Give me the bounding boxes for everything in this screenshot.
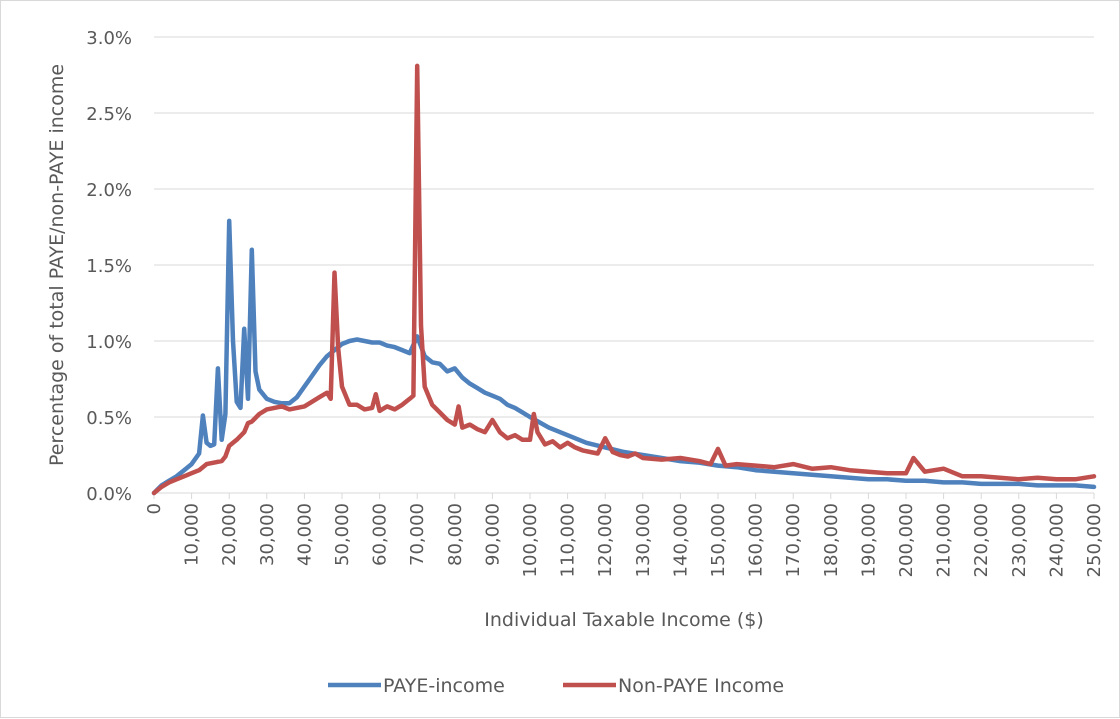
x-tick-label: 50,000	[332, 503, 353, 566]
y-tick-label: 0.0%	[86, 484, 132, 505]
x-tick-label: 240,000	[1046, 503, 1067, 577]
y-tick-label: 1.0%	[86, 332, 132, 353]
x-tick-label: 30,000	[257, 503, 278, 566]
x-tick-label: 150,000	[708, 503, 729, 577]
x-tick-label: 220,000	[971, 503, 992, 577]
y-axis-title: Percentage of total PAYE/non-PAYE income	[46, 64, 68, 466]
x-axis-tick-labels: 0 10,000 20,000 30,000 40,000 50,000 60,000 70,…	[144, 503, 1105, 577]
y-tick-label: 2.5%	[86, 104, 132, 125]
series-line-paye-income	[151, 218, 1097, 496]
x-tick-label: 100,000	[520, 503, 541, 577]
x-tick-label: 180,000	[821, 503, 842, 577]
x-tick-label: 70,000	[407, 503, 428, 566]
legend-label: PAYE-income	[383, 675, 505, 697]
x-tick-label: 200,000	[896, 503, 917, 577]
x-tick-label: 10,000	[182, 503, 203, 566]
y-tick-label: 0.5%	[86, 408, 132, 429]
y-tick-label: 2.0%	[86, 180, 132, 201]
x-tick-label: 170,000	[783, 503, 804, 577]
x-axis	[153, 492, 1095, 499]
x-tick-label: 230,000	[1009, 503, 1030, 577]
series-lines	[151, 63, 1097, 496]
y-axis-tick-labels: 0.0% 0.5% 1.0% 1.5% 2.0% 2.5% 3.0%	[86, 28, 132, 505]
x-tick-label: 20,000	[219, 503, 240, 566]
x-tick-label: 40,000	[294, 503, 315, 566]
x-tick-label: 250,000	[1084, 503, 1105, 577]
x-tick-label: 190,000	[858, 503, 879, 577]
x-tick-label: 90,000	[482, 503, 503, 566]
x-tick-label: 160,000	[746, 503, 767, 577]
x-axis-title: Individual Taxable Income ($)	[484, 609, 764, 631]
series-line-non-paye-income	[151, 63, 1097, 496]
y-tick-label: 3.0%	[86, 28, 132, 49]
x-tick-label: 210,000	[934, 503, 955, 577]
x-tick-label: 80,000	[445, 503, 466, 566]
x-tick-label: 130,000	[633, 503, 654, 577]
y-tick-label: 1.5%	[86, 256, 132, 277]
gridlines	[154, 36, 1094, 418]
legend-label: Non-PAYE Income	[618, 675, 784, 697]
x-tick-label: 60,000	[370, 503, 391, 566]
legend: PAYE-income Non-PAYE Income	[328, 675, 784, 697]
x-tick-label: 110,000	[558, 503, 579, 577]
x-tick-label: 0	[144, 503, 165, 514]
x-tick-label: 120,000	[595, 503, 616, 577]
x-tick-label: 140,000	[670, 503, 691, 577]
